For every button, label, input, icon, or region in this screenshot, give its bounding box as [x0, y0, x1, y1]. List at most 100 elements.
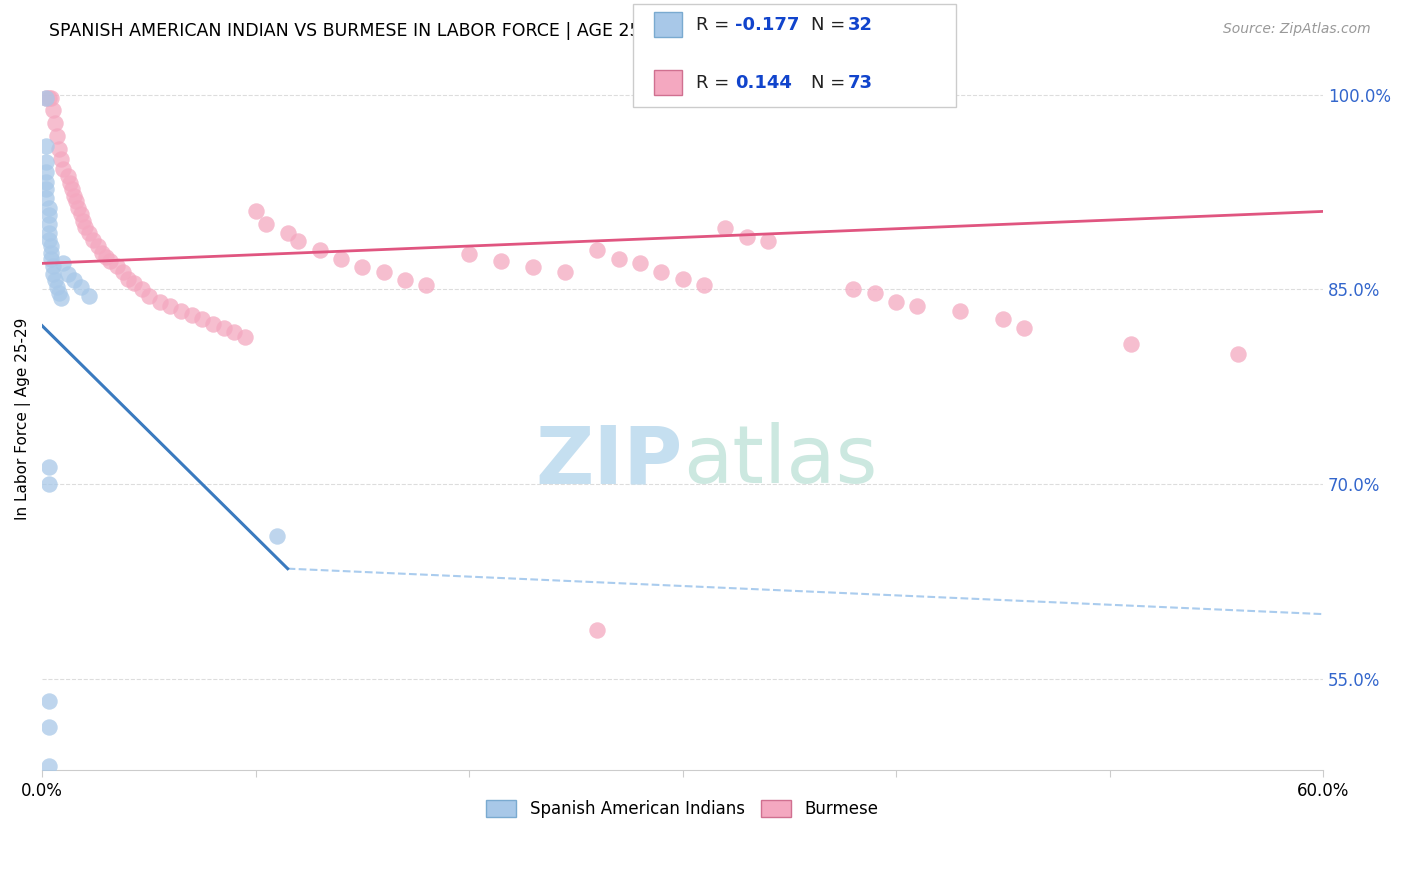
Point	[59, 176, 82, 190]
Point	[42, 103, 65, 117]
Point	[35, 155, 58, 169]
Point	[842, 282, 865, 296]
Point	[907, 299, 929, 313]
Point	[51, 153, 73, 167]
Point	[96, 250, 118, 264]
Point	[180, 309, 202, 323]
Point	[201, 318, 224, 332]
Point	[46, 279, 69, 293]
Point	[42, 259, 65, 273]
Point	[224, 325, 246, 339]
Point	[38, 208, 60, 222]
Point	[65, 194, 87, 208]
Point	[44, 116, 66, 130]
Point	[35, 91, 58, 105]
Point	[693, 278, 716, 293]
Point	[42, 267, 65, 281]
Point	[191, 312, 214, 326]
Point	[39, 239, 62, 253]
Text: -0.177: -0.177	[735, 16, 800, 34]
Point	[522, 260, 544, 275]
Point	[38, 233, 60, 247]
Point	[38, 460, 60, 475]
Point	[159, 299, 181, 313]
Point	[63, 273, 86, 287]
Point	[884, 295, 907, 310]
Point	[35, 191, 58, 205]
Point	[991, 312, 1014, 326]
Point	[77, 227, 100, 241]
Point	[35, 91, 58, 105]
Point	[35, 139, 58, 153]
Point	[245, 204, 267, 219]
Point	[756, 235, 779, 249]
Point	[44, 273, 66, 287]
Point	[650, 265, 672, 279]
Point	[949, 304, 972, 318]
Point	[52, 256, 75, 270]
Point	[77, 289, 100, 303]
Point	[39, 252, 62, 267]
Point	[69, 207, 91, 221]
Point	[51, 292, 73, 306]
Point	[330, 252, 353, 267]
Point	[38, 227, 60, 241]
Y-axis label: In Labor Force | Age 25-29: In Labor Force | Age 25-29	[15, 318, 31, 520]
Point	[266, 529, 288, 543]
Point	[35, 175, 58, 189]
Point	[35, 182, 58, 196]
Point	[38, 201, 60, 215]
Point	[714, 221, 737, 235]
Point	[86, 239, 108, 253]
Point	[48, 142, 70, 156]
Point	[352, 260, 374, 275]
Point	[122, 276, 145, 290]
Point	[277, 227, 299, 241]
Point	[100, 253, 122, 268]
Point	[67, 201, 90, 215]
Point	[415, 278, 437, 293]
Text: N =: N =	[811, 74, 851, 92]
Point	[148, 295, 170, 310]
Point	[489, 253, 512, 268]
Point	[39, 91, 62, 105]
Point	[1226, 347, 1249, 361]
Point	[38, 759, 60, 773]
Point	[56, 267, 79, 281]
Point	[170, 304, 193, 318]
Point	[38, 720, 60, 734]
Point	[52, 161, 75, 176]
Point	[394, 273, 416, 287]
Point	[38, 694, 60, 708]
Point	[46, 129, 69, 144]
Point	[254, 218, 277, 232]
Point	[308, 244, 330, 258]
Point	[233, 330, 256, 344]
Point	[458, 247, 481, 261]
Point	[38, 91, 60, 105]
Text: ZIP: ZIP	[536, 422, 683, 500]
Text: N =: N =	[811, 16, 851, 34]
Point	[138, 289, 160, 303]
Point	[287, 235, 309, 249]
Text: 0.144: 0.144	[735, 74, 792, 92]
Text: R =: R =	[696, 16, 735, 34]
Point	[39, 246, 62, 260]
Point	[73, 219, 96, 234]
Point	[373, 265, 395, 279]
Point	[69, 279, 91, 293]
Point	[60, 182, 83, 196]
Point	[586, 623, 609, 637]
Point	[105, 259, 128, 273]
Point	[38, 477, 60, 491]
Point	[607, 252, 630, 267]
Point	[628, 256, 651, 270]
Point	[72, 213, 94, 227]
Legend: Spanish American Indians, Burmese: Spanish American Indians, Burmese	[479, 793, 886, 825]
Point	[131, 282, 153, 296]
Text: Source: ZipAtlas.com: Source: ZipAtlas.com	[1223, 22, 1371, 37]
Text: R =: R =	[696, 74, 735, 92]
Point	[672, 272, 695, 286]
Text: 32: 32	[848, 16, 873, 34]
Point	[735, 230, 758, 244]
